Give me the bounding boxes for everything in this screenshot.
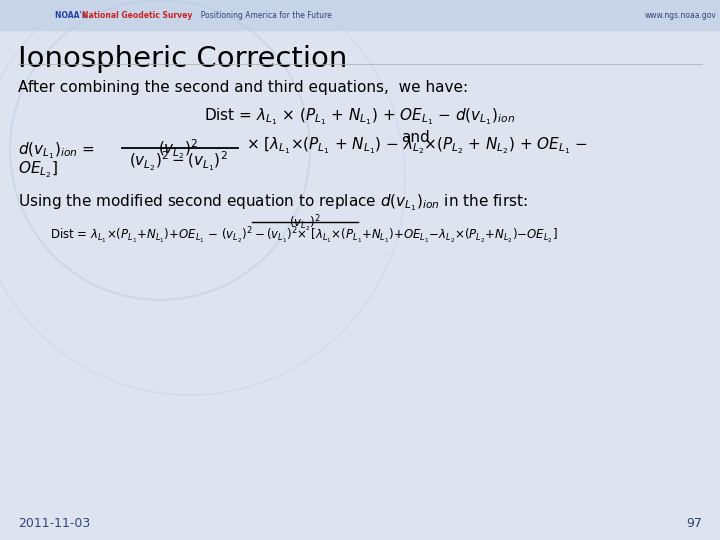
Text: 97: 97 [686,517,702,530]
Text: 2011-11-03: 2011-11-03 [18,517,90,530]
Text: After combining the second and third equations,  we have:: After combining the second and third equ… [18,80,468,95]
Text: $(v_{L_2})^2 - (v_{L_1})^2$: $(v_{L_2})^2 - (v_{L_1})^2$ [129,150,228,173]
Text: NOAA's: NOAA's [55,10,89,19]
Text: $\times$ [$\lambda_{L_1}$$\times$$(P_{L_1}$ + $N_{L_1})$ $-$ $\lambda_{L_2}$$\ti: $\times$ [$\lambda_{L_1}$$\times$$(P_{L_… [246,136,588,156]
Text: Positioning America for the Future: Positioning America for the Future [196,10,332,19]
Text: www.ngs.noaa.gov: www.ngs.noaa.gov [645,10,717,19]
Text: and: and [400,130,429,145]
Text: Using the modified second equation to replace $d(v_{L_1})_{ion}$ in the first:: Using the modified second equation to re… [18,192,528,213]
Text: $OE_{L_2}]$: $OE_{L_2}]$ [18,159,58,180]
Text: $(v_{L_2})^2$: $(v_{L_2})^2$ [158,138,198,161]
Text: $d(v_{L_1})_{ion}$ =: $d(v_{L_1})_{ion}$ = [18,140,95,160]
Text: National Geodetic Survey: National Geodetic Survey [82,10,192,19]
Text: Dist = $\lambda_{L_1}$$\times$$(P_{L_1}$+$N_{L_1})$+$OE_{L_1}$ $-$ $(v_{L_2})^2 : Dist = $\lambda_{L_1}$$\times$$(P_{L_1}$… [50,226,558,246]
Text: Dist = $\lambda_{L_1}$ $\times$ $(P_{L_1}$ + $N_{L_1})$ + $OE_{L_1}$ $-$ $d(v_{L: Dist = $\lambda_{L_1}$ $\times$ $(P_{L_1… [204,106,516,126]
Bar [0,0,720,30]
Text: $(v_{L_2})^2$: $(v_{L_2})^2$ [289,214,321,234]
Text: Ionospheric Correction: Ionospheric Correction [18,45,347,73]
